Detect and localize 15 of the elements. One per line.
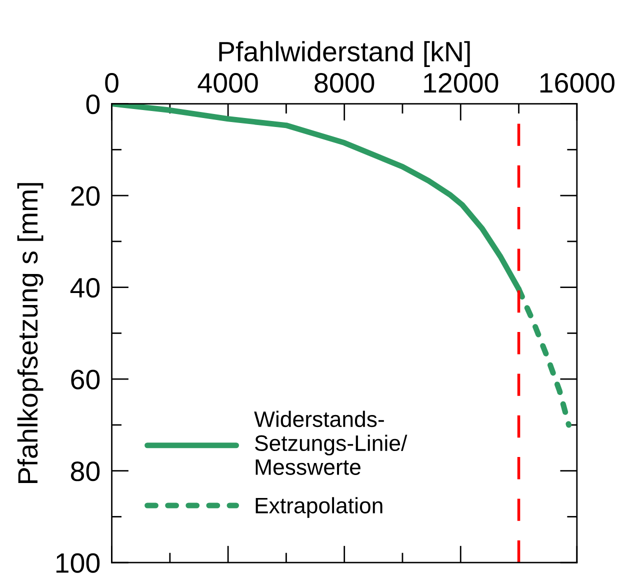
legend-label: Extrapolation [256,497,382,518]
y-tick-label: 40 [70,278,100,298]
x-axis-title: Pfahlwiderstand [kN] [219,41,470,67]
y-axis-title: Pfahlkopfsetzung s [mm] [17,183,44,483]
legend-label: Widerstands- Setzungs-Linie/ Messwerte [254,410,408,475]
y-tick-label: 60 [71,370,100,390]
x-tick-label: 12000 [424,73,498,93]
x-tick-label: 8000 [314,73,374,93]
x-tick-label: 16000 [540,73,614,93]
y-tick-label: 100 [56,553,100,573]
x-tick-label: 4000 [198,73,258,93]
x-tick-label: 0 [105,73,118,93]
y-tick-label: 0 [86,94,100,114]
y-tick-label: 80 [70,462,100,482]
y-tick-label: 20 [71,186,100,206]
